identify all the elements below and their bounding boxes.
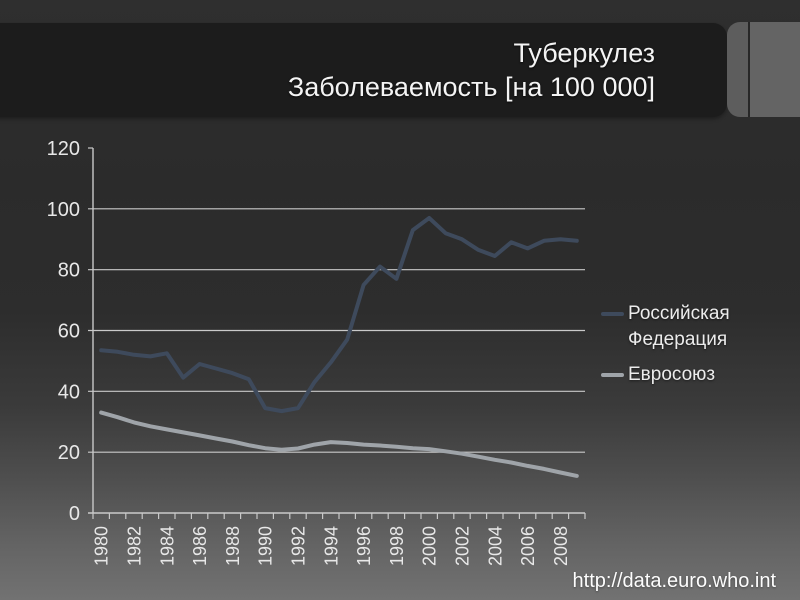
svg-text:60: 60 [58, 321, 80, 343]
svg-text:1982: 1982 [125, 526, 145, 566]
svg-text:80: 80 [58, 260, 80, 282]
svg-text:0: 0 [69, 503, 80, 525]
svg-text:2002: 2002 [453, 526, 473, 566]
legend-swatch-eu [601, 373, 624, 377]
svg-text:2006: 2006 [518, 526, 538, 566]
chart-series-lines [99, 216, 579, 478]
svg-text:100: 100 [47, 199, 80, 221]
data-source-url: http://data.euro.who.int [572, 570, 776, 592]
slide-title-line-1: Туберкулез [513, 38, 655, 68]
svg-text:1984: 1984 [157, 526, 177, 566]
slide-title-line-2: Заболеваемость [на 100 000] [287, 72, 655, 102]
svg-text:1990: 1990 [256, 526, 276, 566]
chart-axes [88, 148, 585, 514]
chart-legend: Российская Федерация Евросоюз [601, 301, 791, 397]
chart-gridlines [88, 147, 585, 453]
svg-text:2004: 2004 [485, 526, 505, 566]
slide-tab-divider [748, 22, 750, 117]
svg-text:1988: 1988 [223, 526, 243, 566]
chart-x-ticks [92, 513, 586, 519]
svg-text:2008: 2008 [551, 526, 571, 566]
svg-text:40: 40 [58, 381, 80, 403]
svg-text:120: 120 [47, 138, 80, 160]
svg-text:1996: 1996 [354, 526, 374, 566]
svg-text:1986: 1986 [190, 526, 210, 566]
slide-tab-decoration [727, 22, 800, 117]
legend-item-russia: Российская Федерация [601, 301, 791, 353]
svg-text:20: 20 [58, 442, 80, 464]
slide-tab-decoration-right [750, 22, 800, 117]
slide-title-bar: Туберкулез Заболеваемость [на 100 000] [0, 23, 727, 117]
chart-tick-labels: 0 20 40 60 80 100 120 1980 1982 1984 1986 1988 1990 1… [47, 138, 571, 566]
svg-text:1980: 1980 [92, 526, 112, 566]
legend-item-eu: Евросоюз [601, 362, 791, 388]
legend-swatch-russia [601, 312, 624, 316]
legend-label-russia: Российская Федерация [628, 303, 730, 350]
legend-label-eu: Евросоюз [628, 364, 716, 385]
svg-text:1992: 1992 [289, 526, 309, 566]
svg-text:2000: 2000 [420, 526, 440, 566]
svg-text:1994: 1994 [321, 526, 341, 566]
svg-text:1998: 1998 [387, 526, 407, 566]
